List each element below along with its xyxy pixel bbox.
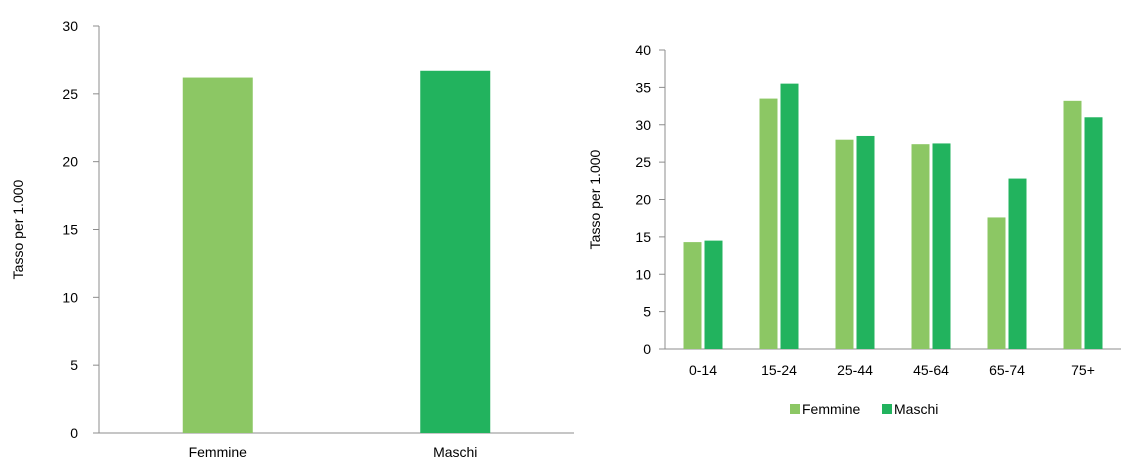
y-tick-label: 20	[62, 154, 78, 170]
y-tick-label: 5	[70, 357, 78, 373]
legend-item-femmine: Femmine	[790, 401, 861, 417]
bar-maschi-15-24	[780, 83, 799, 349]
y-tick-label: 30	[635, 117, 651, 133]
y-tick-label: 40	[635, 42, 651, 58]
legend-swatch	[790, 404, 800, 414]
x-tick-label: 65-74	[989, 362, 1025, 378]
bar-maschi-65-74	[1008, 178, 1027, 349]
y-axis-title: Tasso per 1.000	[587, 149, 603, 249]
legend-swatch	[882, 404, 892, 414]
bar-femmine-75	[1063, 100, 1082, 349]
bar-femmine-15-24	[759, 98, 778, 350]
y-tick-label: 0	[643, 341, 651, 357]
y-tick-label: 5	[643, 304, 651, 320]
x-tick-label: Maschi	[433, 444, 477, 460]
y-tick-label: 0	[70, 425, 78, 441]
x-tick-label: 15-24	[761, 362, 797, 378]
bar-femmine	[182, 77, 253, 433]
y-tick-label: 20	[635, 192, 651, 208]
y-tick-label: 25	[635, 154, 651, 170]
y-tick-label: 10	[62, 289, 78, 305]
y-tick-label: 30	[62, 18, 78, 34]
y-axis-title: Tasso per 1.000	[10, 179, 26, 279]
bar-maschi-75	[1084, 117, 1103, 350]
bar-maschi-45-64	[932, 143, 951, 349]
x-tick-label: 0-14	[689, 362, 717, 378]
legend-item-maschi: Maschi	[882, 401, 938, 417]
bar-femmine-65-74	[987, 217, 1006, 349]
y-tick-label: 15	[635, 229, 651, 245]
x-tick-label: 75+	[1071, 362, 1095, 378]
bar-maschi	[420, 70, 491, 434]
x-tick-label: Femmine	[189, 444, 248, 460]
chart-by-age-and-sex: 0 5 10 15 20 25 30 35 40 0-14 15-24 25-44 45-64 65-74…	[587, 42, 1121, 417]
y-tick-label: 35	[635, 79, 651, 95]
bar-maschi-25-44	[856, 135, 875, 349]
x-tick-label: 25-44	[837, 362, 873, 378]
bar-femmine-45-64	[911, 144, 930, 349]
y-tick-label: 15	[62, 222, 78, 238]
bar-femmine-0-14	[683, 242, 702, 349]
bar-maschi-0-14	[704, 240, 723, 349]
bar-femmine-25-44	[835, 139, 854, 349]
y-tick-label: 25	[62, 86, 78, 102]
legend-label: Femmine	[802, 401, 861, 417]
chart-overall-by-sex: 0 5 10 15 20 25 30 Femmine Maschi Tasso per 1.000	[10, 18, 574, 460]
legend-label: Maschi	[894, 401, 938, 417]
y-tick-label: 10	[635, 266, 651, 282]
x-tick-label: 45-64	[913, 362, 949, 378]
